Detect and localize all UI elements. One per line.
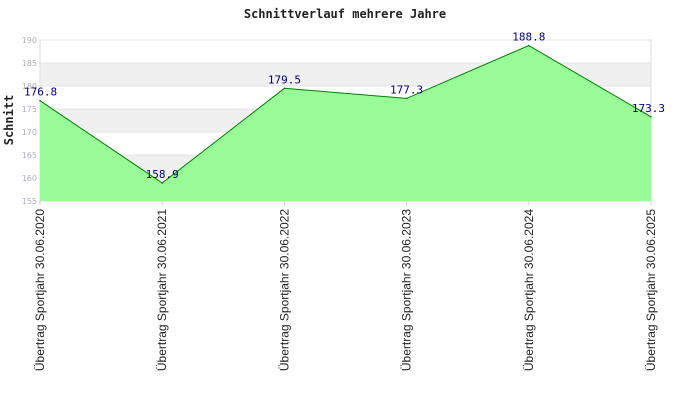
chart-title: Schnittverlauf mehrere Jahre xyxy=(244,7,446,21)
data-label: 173.3 xyxy=(632,102,665,115)
x-tick-label: Übertrag Sportjahr 30.06.2021 xyxy=(155,209,169,371)
y-tick-label: 160 xyxy=(22,174,37,183)
data-point xyxy=(283,87,286,90)
data-point xyxy=(405,97,408,100)
y-tick-label: 175 xyxy=(22,105,37,114)
data-label: 188.8 xyxy=(512,31,545,44)
data-point xyxy=(650,116,652,118)
y-tick-label: 155 xyxy=(22,197,37,206)
data-point xyxy=(39,99,41,102)
data-point xyxy=(528,44,530,47)
data-label: 176.8 xyxy=(24,86,57,99)
area-series xyxy=(39,44,652,201)
data-label: 177.3 xyxy=(390,83,423,96)
x-tick-label: Übertrag Sportjahr 30.06.2025 xyxy=(644,209,658,371)
y-tick-label: 190 xyxy=(22,36,37,45)
y-tick-label: 180 xyxy=(22,82,37,91)
x-axis-ticks: Übertrag Sportjahr 30.06.2020 Übertrag Sp… xyxy=(33,201,658,371)
y-tick-label: 165 xyxy=(22,151,37,160)
area-fill xyxy=(40,45,651,201)
y-tick-label: 185 xyxy=(22,59,37,68)
y-axis-ticks: 155 160 165 170 175 180 185 190 xyxy=(22,36,37,206)
x-tick-label: Übertrag Sportjahr 30.06.2020 xyxy=(33,209,47,371)
data-label: 179.5 xyxy=(268,73,301,86)
y-axis-label: Schnitt xyxy=(2,95,16,146)
x-tick-label: Übertrag Sportjahr 30.06.2023 xyxy=(400,209,414,371)
data-label: 158.9 xyxy=(146,168,179,181)
data-labels: 176.8 158.9 179.5 177.3 188.8 173.3 xyxy=(24,31,665,182)
y-tick-label: 170 xyxy=(22,128,37,137)
x-tick-label: Übertrag Sportjahr 30.06.2024 xyxy=(522,209,536,371)
x-tick-label: Übertrag Sportjahr 30.06.2022 xyxy=(277,209,291,371)
data-point xyxy=(161,182,163,184)
series-line xyxy=(39,44,652,184)
